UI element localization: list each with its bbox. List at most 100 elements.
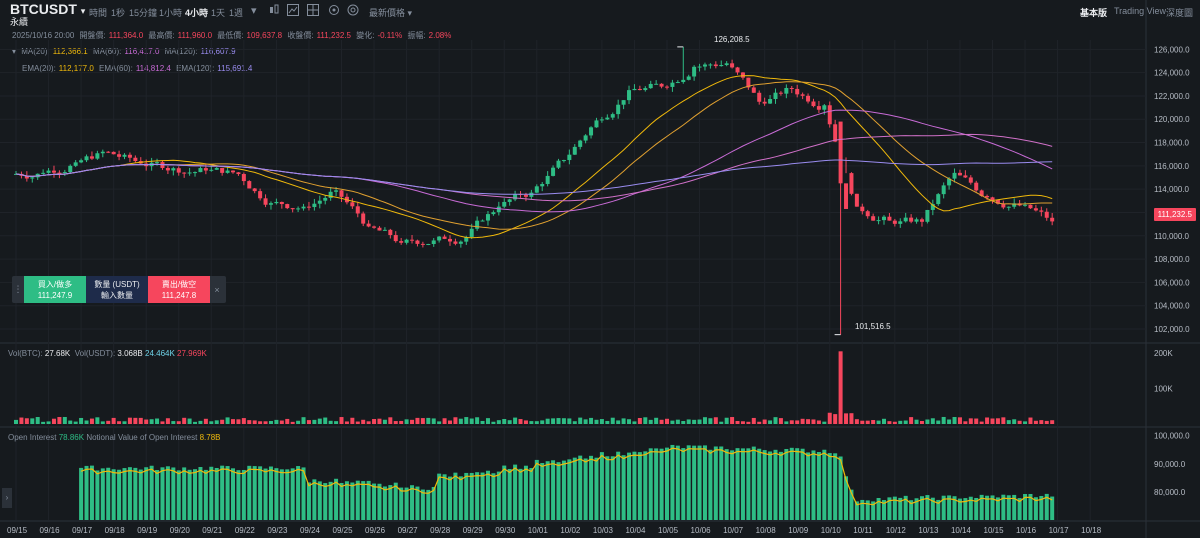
tab-1w[interactable]: 1週 xyxy=(229,8,244,18)
oi-bar xyxy=(187,469,192,520)
volume-bar xyxy=(1028,417,1033,424)
candle-body xyxy=(382,229,387,231)
eye-icon[interactable]: ▾ xyxy=(12,47,17,56)
oi-label: Open Interest xyxy=(8,433,57,442)
candle-body xyxy=(312,203,317,208)
volume-bar xyxy=(404,419,409,424)
volume-bar xyxy=(35,417,40,424)
candle-body xyxy=(513,193,518,200)
volume-bar xyxy=(491,421,496,424)
chevron-down-icon[interactable]: ▾ xyxy=(80,6,86,16)
candle-body xyxy=(111,151,116,155)
candle-body xyxy=(778,92,783,94)
volume-bar xyxy=(279,420,284,424)
oi-bar xyxy=(1028,493,1033,520)
candle-body xyxy=(89,156,94,159)
volume-bar xyxy=(106,420,111,424)
oi-bar xyxy=(480,472,485,520)
candle-body xyxy=(713,64,718,67)
volume-bar xyxy=(610,417,615,424)
candle-body xyxy=(898,221,903,224)
volume-bar xyxy=(57,417,62,424)
volume-bar xyxy=(68,420,73,424)
candle-body xyxy=(415,240,420,244)
volume-bar xyxy=(51,418,56,424)
symbol-selector[interactable]: BTCUSDT ▾ xyxy=(10,1,85,17)
candle-body xyxy=(930,204,935,210)
view-depth[interactable]: 深度圖 xyxy=(1166,8,1194,18)
volume-bar xyxy=(410,419,415,424)
gear-icon[interactable] xyxy=(347,4,359,19)
oi-bar xyxy=(670,444,675,520)
candle-body xyxy=(377,227,382,231)
candle-body xyxy=(665,86,669,88)
candle-body xyxy=(458,241,463,244)
volume-bar xyxy=(778,418,783,424)
symbol-name[interactable]: BTCUSDT xyxy=(10,1,77,17)
oi-bar xyxy=(366,480,371,520)
expand-sidebar-button[interactable]: › xyxy=(2,488,12,508)
candle-body xyxy=(903,217,908,222)
volume-bar xyxy=(475,417,480,424)
oi-bar xyxy=(198,467,203,520)
tab-15m[interactable]: 15分鐘 xyxy=(129,8,158,18)
candle-body xyxy=(14,173,18,175)
oi-bar xyxy=(561,460,566,520)
volume-bar xyxy=(1012,419,1017,424)
time-tick-label: 10/12 xyxy=(886,526,907,535)
oi-bar xyxy=(789,447,794,520)
volume-bar xyxy=(567,418,572,424)
tab-time[interactable]: 時間 xyxy=(89,8,108,18)
candle-body xyxy=(697,66,702,68)
close-icon[interactable]: × xyxy=(214,284,220,295)
tab-1h[interactable]: 1小時 xyxy=(159,8,183,18)
candle-body xyxy=(290,208,295,210)
oi-bar xyxy=(491,473,496,520)
volume-bar xyxy=(241,418,246,424)
oi-bar xyxy=(578,455,583,520)
oi-bar xyxy=(1044,493,1049,520)
oi-bar xyxy=(193,469,198,520)
volume-bar xyxy=(301,417,306,424)
buy-long-button[interactable]: 買入/做多 111,247.9 xyxy=(24,276,86,303)
quantity-input[interactable]: 數量 (USDT) 輸入數量 xyxy=(86,276,148,303)
candle-body xyxy=(334,190,339,192)
grid-icon[interactable] xyxy=(307,4,319,19)
volume-bar xyxy=(849,413,854,424)
tab-1s[interactable]: 1秒 xyxy=(111,8,126,18)
sell-short-button[interactable]: 賣出/做空 111,247.8 xyxy=(148,276,210,303)
candle-body xyxy=(247,181,252,189)
candle-body xyxy=(79,160,84,163)
volume-bar xyxy=(844,413,849,424)
volume-bar xyxy=(399,420,404,424)
ema20-value: 112,177.0 xyxy=(58,64,94,73)
oi-value: 78.86K xyxy=(58,433,85,442)
volume-bar xyxy=(372,418,377,424)
calendar-icon[interactable]: ▾ xyxy=(251,5,257,17)
oi-bar xyxy=(410,485,415,520)
tab-1d[interactable]: 1天 xyxy=(211,8,226,18)
candle-body xyxy=(811,101,816,107)
moving-average-lines xyxy=(15,75,1053,239)
candle-type-icon[interactable] xyxy=(268,4,280,19)
oi-bar xyxy=(610,456,615,520)
volume-bar xyxy=(507,420,512,424)
drag-handle-icon[interactable]: ⋮ xyxy=(13,284,23,294)
volume-bar xyxy=(127,417,132,424)
chart-settings-icon[interactable] xyxy=(328,4,340,19)
view-basic[interactable]: 基本版 xyxy=(1080,8,1108,18)
price-type-select[interactable]: 最新價格 ▾ xyxy=(369,6,412,19)
oi-bar xyxy=(95,470,100,520)
candle-body xyxy=(1028,204,1033,209)
volume-bar xyxy=(995,418,1000,424)
open-label: 開盤價: xyxy=(79,31,106,40)
candle-body xyxy=(860,206,865,212)
candle-body xyxy=(95,153,100,159)
tab-4h[interactable]: 4小時 xyxy=(185,8,209,18)
oi-bar xyxy=(1001,494,1006,520)
view-tradingview[interactable]: Trading View xyxy=(1114,6,1167,16)
oi-bar xyxy=(816,451,821,520)
ohlc-legend: 2025/10/16 20:00 開盤價: 111,364.0 最高價: 111,9… xyxy=(12,30,454,41)
indicator-icon[interactable] xyxy=(287,4,299,19)
